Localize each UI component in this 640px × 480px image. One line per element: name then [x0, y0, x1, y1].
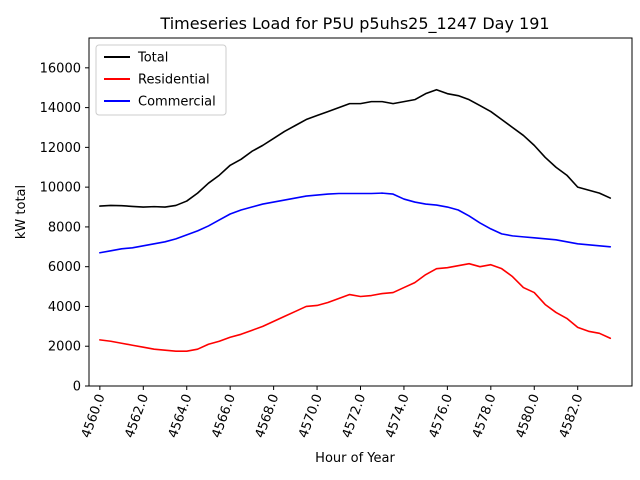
y-tick-label: 16000	[40, 61, 81, 76]
series-line-total	[99, 88, 612, 208]
y-axis-label: kW total	[14, 185, 29, 239]
legend-label-commercial: Commercial	[138, 95, 216, 110]
y-tick-label: 6000	[48, 260, 81, 275]
plot-area	[99, 88, 612, 352]
legend-box	[95, 44, 227, 116]
series-line-commercial	[99, 192, 612, 254]
series-line-residential	[99, 262, 612, 352]
y-tick-label: 4000	[48, 300, 81, 315]
x-axis-label: Hour of Year	[315, 451, 395, 466]
legend: Total Residential Commercial	[95, 44, 227, 116]
y-tick-label: 0	[73, 380, 81, 395]
y-tick-label: 2000	[48, 340, 81, 355]
y-axis: 0 2000 4000 6000 8000 10000 12000 14000 16000	[40, 61, 89, 395]
chart-title: Timeseries Load for P5U p5uhs25_1247 Day…	[159, 14, 549, 34]
y-tick-label: 10000	[40, 181, 81, 196]
y-tick-label: 14000	[40, 101, 81, 116]
legend-label-residential: Residential	[138, 73, 210, 88]
y-tick-label: 8000	[48, 220, 81, 235]
y-tick-label: 12000	[40, 141, 81, 156]
legend-label-total: Total	[137, 51, 168, 66]
